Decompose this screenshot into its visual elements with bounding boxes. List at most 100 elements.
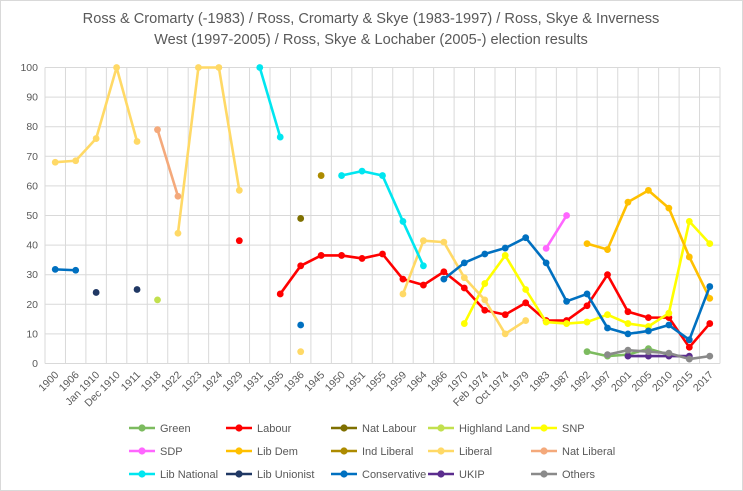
series-labour — [235, 237, 714, 351]
data-point — [583, 318, 591, 326]
legend-item-ukip: UKIP — [428, 469, 485, 481]
data-point — [174, 229, 182, 237]
svg-text:1964: 1964 — [405, 369, 430, 394]
svg-text:Ross & Cromarty (-1983) / Ross: Ross & Cromarty (-1983) / Ross, Cromarty… — [83, 11, 660, 27]
legend-marker — [540, 470, 548, 478]
svg-text:50: 50 — [26, 210, 38, 222]
legend-label: Nat Liberal — [562, 446, 615, 458]
chart-title: Ross & Cromarty (-1983) / Ross, Cromarty… — [83, 11, 660, 48]
data-point — [399, 275, 407, 283]
data-point — [317, 252, 325, 259]
data-point — [583, 290, 591, 298]
legend-label: SNP — [562, 423, 585, 435]
data-point — [276, 133, 284, 141]
legend-item-highland-land: Highland Land — [428, 423, 530, 435]
series-conservative — [51, 234, 714, 344]
data-point — [358, 167, 366, 175]
data-point — [645, 348, 652, 356]
data-point — [624, 320, 632, 327]
svg-text:1935: 1935 — [261, 369, 286, 394]
data-point — [338, 172, 345, 179]
legend-marker — [340, 424, 348, 432]
data-point — [256, 64, 264, 71]
data-point — [338, 252, 345, 259]
legend-marker — [138, 447, 146, 455]
data-point — [685, 218, 693, 225]
legend-item-green: Green — [129, 423, 191, 435]
data-point — [460, 274, 468, 282]
series-highland-land — [154, 296, 161, 304]
data-point — [706, 294, 714, 302]
data-point — [481, 280, 489, 287]
legend-marker — [437, 424, 445, 432]
series-lib-dem — [583, 186, 714, 302]
data-point — [195, 64, 202, 71]
data-point — [624, 330, 632, 338]
series-others — [604, 346, 714, 363]
data-point — [645, 186, 652, 194]
legend-item-sdp: SDP — [129, 446, 183, 458]
svg-text:2010: 2010 — [650, 369, 675, 394]
data-point — [297, 321, 305, 329]
data-point — [604, 246, 611, 253]
legend-label: SDP — [160, 446, 183, 458]
svg-text:10: 10 — [26, 328, 38, 340]
data-point — [276, 290, 284, 298]
legend-marker — [540, 447, 548, 455]
data-point — [624, 198, 632, 206]
legend-label: Others — [562, 469, 596, 481]
data-point — [113, 64, 120, 71]
data-point — [235, 186, 243, 194]
legend-marker — [540, 424, 548, 432]
legend-marker — [138, 424, 146, 432]
data-point — [92, 135, 100, 142]
data-point — [501, 311, 509, 319]
legend-item-nat-labour: Nat Labour — [331, 423, 417, 435]
data-point — [481, 306, 489, 314]
svg-text:80: 80 — [26, 121, 38, 133]
svg-text:1922: 1922 — [159, 369, 184, 394]
svg-text:2017: 2017 — [691, 369, 716, 394]
data-point — [440, 268, 448, 276]
svg-text:60: 60 — [26, 180, 38, 192]
data-point — [665, 349, 673, 357]
data-point — [624, 346, 632, 354]
legend-marker — [138, 470, 146, 478]
data-point — [501, 330, 509, 338]
svg-text:1929: 1929 — [220, 369, 245, 394]
data-point — [154, 126, 161, 134]
svg-text:1936: 1936 — [282, 369, 307, 394]
legend-item-nat-liberal: Nat Liberal — [531, 446, 615, 458]
legend-item-lib-unionist: Lib Unionist — [226, 469, 314, 481]
data-point — [665, 309, 673, 317]
data-point — [542, 318, 550, 326]
data-point — [706, 240, 714, 248]
legend-label: Lib Unionist — [257, 469, 314, 481]
data-point — [51, 158, 59, 166]
data-point — [379, 172, 386, 179]
series-snp — [460, 218, 714, 330]
data-point — [563, 320, 570, 327]
svg-text:70: 70 — [26, 151, 38, 163]
data-point — [317, 172, 325, 179]
svg-text:30: 30 — [26, 269, 38, 281]
data-point — [685, 355, 693, 363]
data-point — [440, 238, 448, 246]
legend-label: Highland Land — [459, 423, 530, 435]
data-point — [645, 327, 652, 335]
data-point — [399, 218, 407, 225]
data-point — [604, 311, 611, 319]
data-point — [133, 138, 141, 145]
data-point — [665, 321, 673, 329]
data-point — [379, 250, 386, 258]
data-point — [706, 320, 714, 327]
svg-text:1945: 1945 — [302, 369, 327, 394]
svg-text:1979: 1979 — [507, 369, 532, 394]
svg-text:1983: 1983 — [527, 369, 552, 394]
series-ind-liberal — [317, 172, 325, 179]
data-point — [685, 343, 693, 351]
legend-item-conservative: Conservative — [331, 469, 426, 481]
data-point — [420, 262, 427, 270]
svg-text:1992: 1992 — [568, 369, 593, 394]
